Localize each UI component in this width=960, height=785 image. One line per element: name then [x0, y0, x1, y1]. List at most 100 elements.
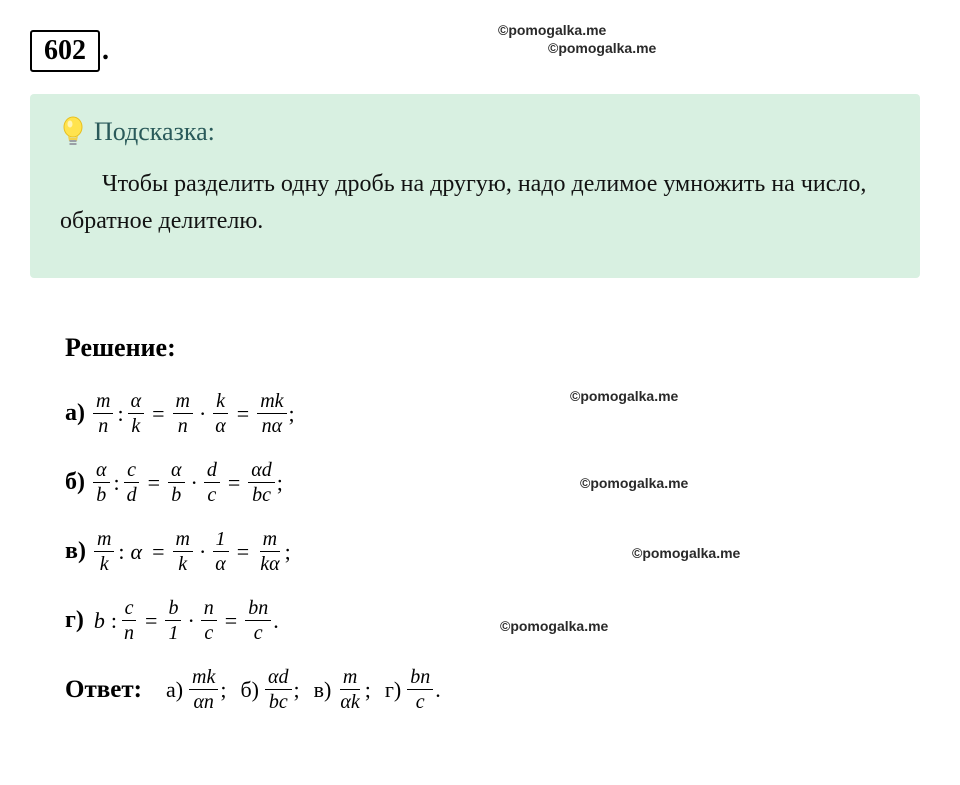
- fraction-denominator: c: [251, 621, 266, 643]
- fraction: b1: [165, 598, 181, 643]
- fraction: mk: [94, 529, 114, 574]
- answer-item: г) bnc.: [375, 667, 441, 712]
- fraction-numerator: m: [93, 391, 113, 414]
- equation-row: в)mk:α=mk·1α=mkα;: [65, 529, 920, 574]
- fraction: αdbc: [248, 460, 275, 505]
- fraction-numerator: α: [168, 460, 185, 483]
- fraction: nc: [201, 598, 217, 643]
- answer-item-letter: а): [166, 677, 183, 703]
- watermark-text: ©pomogalka.me: [580, 475, 688, 491]
- division-colon: :: [107, 608, 121, 634]
- lightbulb-icon: [60, 116, 86, 148]
- equals-sign: =: [140, 470, 168, 496]
- fraction-numerator: b: [165, 598, 181, 621]
- fraction: αb: [168, 460, 185, 505]
- fraction-denominator: αn: [190, 690, 217, 712]
- fraction-numerator: m: [173, 529, 193, 552]
- terminator: ;: [287, 401, 295, 427]
- math-symbol: b: [92, 608, 107, 634]
- multiplication-dot: ·: [181, 608, 200, 634]
- equals-sign: =: [229, 401, 257, 427]
- fraction-numerator: α: [93, 460, 110, 483]
- equation-label: в): [65, 538, 86, 565]
- answer-item-letter: г): [385, 677, 401, 703]
- answer-item-letter: в): [314, 677, 332, 703]
- fraction-denominator: α: [212, 552, 229, 574]
- fraction-numerator: m: [260, 529, 280, 552]
- fraction: mn: [93, 391, 113, 436]
- answer-item: в)mαk;: [304, 667, 371, 712]
- math-symbol: α: [129, 539, 145, 565]
- terminator: ;: [292, 677, 300, 703]
- multiplication-dot: ·: [193, 539, 212, 565]
- equation-label: а): [65, 400, 85, 427]
- problem-number-dot: .: [102, 35, 109, 66]
- fraction: mkαn: [189, 667, 218, 712]
- answer-item-letter: б): [240, 677, 259, 703]
- equals-sign: =: [144, 401, 172, 427]
- division-colon: :: [114, 539, 128, 565]
- fraction: αdbc: [265, 667, 292, 712]
- fraction: 1α: [212, 529, 229, 574]
- fraction-numerator: k: [213, 391, 228, 414]
- equals-sign: =: [229, 539, 257, 565]
- multiplication-dot: ·: [185, 470, 204, 496]
- equals-sign: =: [217, 608, 245, 634]
- fraction-denominator: k: [175, 552, 190, 574]
- fraction-numerator: m: [94, 529, 114, 552]
- watermark-text: ©pomogalka.me: [570, 388, 678, 404]
- fraction-denominator: c: [413, 690, 428, 712]
- fraction-denominator: n: [175, 414, 191, 436]
- fraction-denominator: bc: [266, 690, 291, 712]
- fraction: cn: [121, 598, 137, 643]
- fraction-denominator: nα: [259, 414, 286, 436]
- fraction: αb: [93, 460, 110, 505]
- fraction-numerator: 1: [213, 529, 229, 552]
- fraction-denominator: α: [212, 414, 229, 436]
- multiplication-dot: ·: [193, 401, 212, 427]
- terminator: ;: [283, 539, 291, 565]
- answer-label: Ответ:: [65, 676, 142, 704]
- fraction: mn: [173, 391, 193, 436]
- fraction: mk: [173, 529, 193, 574]
- solution-block: Решение: а)mn:αk=mn·kα=mknα;б)αb:cd=αb·d…: [30, 333, 920, 712]
- fraction: mkα: [257, 529, 282, 574]
- division-colon: :: [113, 401, 127, 427]
- fraction-denominator: d: [124, 483, 140, 505]
- fraction-denominator: b: [168, 483, 184, 505]
- fraction: αk: [128, 391, 145, 436]
- terminator: .: [433, 677, 441, 703]
- division-colon: :: [110, 470, 124, 496]
- hint-text: Чтобы разделить одну дробь на другую, на…: [60, 166, 890, 240]
- fraction: cd: [124, 460, 140, 505]
- fraction: bnc: [245, 598, 271, 643]
- fraction-denominator: k: [97, 552, 112, 574]
- solution-title: Решение:: [65, 333, 920, 363]
- equation-row: а)mn:αk=mn·kα=mknα;: [65, 391, 920, 436]
- fraction-numerator: n: [201, 598, 217, 621]
- equation-row: б)αb:cd=αb·dc=αdbc;: [65, 460, 920, 505]
- terminator: ;: [363, 677, 371, 703]
- fraction-numerator: α: [128, 391, 145, 414]
- fraction-numerator: m: [173, 391, 193, 414]
- terminator: .: [271, 608, 279, 634]
- equation-label: б): [65, 469, 85, 496]
- fraction-numerator: bn: [245, 598, 271, 621]
- watermark-text: ©pomogalka.me: [548, 40, 656, 56]
- fraction-numerator: mk: [189, 667, 218, 690]
- fraction-denominator: n: [121, 621, 137, 643]
- fraction-numerator: αd: [265, 667, 292, 690]
- terminator: ;: [218, 677, 226, 703]
- fraction-denominator: 1: [165, 621, 181, 643]
- fraction-denominator: kα: [257, 552, 282, 574]
- watermark-text: ©pomogalka.me: [500, 618, 608, 634]
- hint-header: Подсказка:: [60, 116, 890, 148]
- page-root: 602. ©pomogalka.me©pomogalka.me©pomogalk…: [0, 0, 960, 732]
- fraction-numerator: d: [204, 460, 220, 483]
- fraction-numerator: bn: [407, 667, 433, 690]
- equation-row: г)b:cn=b1·nc=bnc.: [65, 598, 920, 643]
- fraction-numerator: αd: [248, 460, 275, 483]
- fraction-denominator: bc: [249, 483, 274, 505]
- fraction-denominator: b: [93, 483, 109, 505]
- equation-label: г): [65, 607, 84, 634]
